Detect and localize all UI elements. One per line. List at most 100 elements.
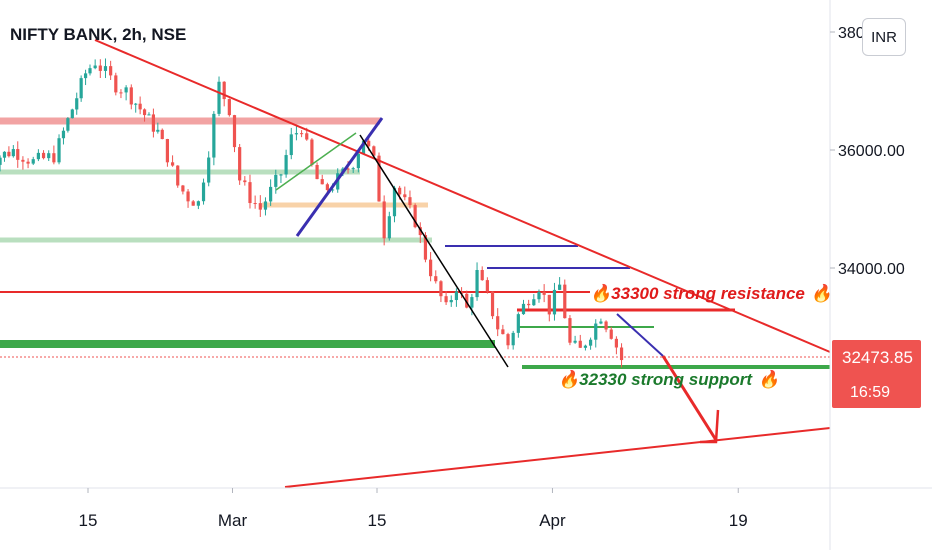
- candle-body: [170, 162, 175, 166]
- candle-body: [294, 133, 299, 135]
- candle-body: [269, 186, 273, 202]
- projection-arrow-head: [700, 409, 720, 444]
- candle-body: [124, 87, 128, 93]
- y-tick-label: 34000.00: [838, 261, 905, 278]
- candle-body: [26, 161, 30, 164]
- projection-arrow: [661, 355, 718, 441]
- candle-body: [243, 180, 247, 183]
- current-price-label: 32473.85: [842, 348, 913, 367]
- candle-body: [583, 345, 588, 348]
- candle-body: [527, 303, 531, 306]
- candle-body: [418, 227, 422, 236]
- plot-background: [0, 0, 830, 488]
- candle-body: [160, 129, 164, 140]
- candle-body: [47, 153, 51, 159]
- candle-body: [558, 284, 562, 290]
- candle-body: [156, 129, 160, 132]
- resistance-annotation: 🔥33300 strong resistance 🔥: [590, 283, 833, 303]
- candle-body: [0, 157, 2, 165]
- candle-body: [588, 339, 593, 346]
- candle-body: [138, 103, 142, 110]
- candle-body: [532, 299, 536, 306]
- candle-body: [563, 284, 567, 319]
- candle-body: [258, 203, 262, 210]
- candle-body: [232, 115, 237, 148]
- candle-body: [454, 291, 459, 301]
- candle-body: [66, 118, 70, 131]
- candle-body: [61, 130, 66, 139]
- candle-body: [109, 66, 113, 76]
- candle-body: [2, 151, 7, 158]
- candle-body: [36, 152, 40, 160]
- candle-body: [217, 81, 221, 114]
- candle-body: [315, 164, 319, 180]
- candle-body: [599, 321, 603, 324]
- x-axis[interactable]: 15 Mar 15 Apr 19: [79, 488, 748, 530]
- candle-body: [506, 334, 510, 346]
- candle-body: [408, 197, 412, 206]
- candle-body: [511, 332, 515, 346]
- x-tick-label: 19: [729, 511, 748, 530]
- candle-body: [201, 182, 206, 202]
- candle-body: [305, 133, 309, 140]
- candle-body: [279, 174, 283, 176]
- candle-body: [480, 270, 484, 281]
- candle-body: [227, 99, 231, 116]
- ascending-trendline: [284, 427, 831, 488]
- candle-body: [320, 179, 324, 185]
- fire-icon: 🔥: [590, 283, 612, 303]
- candle-body: [377, 155, 381, 202]
- candle-body: [444, 296, 448, 303]
- candle-body: [619, 347, 624, 361]
- short-decline-line: [616, 313, 664, 357]
- candle-body: [98, 65, 102, 71]
- currency-button[interactable]: INR: [862, 18, 906, 56]
- candle-body: [284, 155, 288, 175]
- candle-body: [594, 323, 598, 340]
- symbol-title: NIFTY BANK, 2h, NSE: [10, 25, 187, 44]
- candle-body: [186, 191, 190, 202]
- candle-body: [165, 139, 170, 163]
- support-annotation: 🔥32330 strong support 🔥: [558, 369, 780, 389]
- fire-icon: 🔥: [811, 283, 833, 303]
- candle-body: [449, 300, 453, 303]
- candle-body: [16, 149, 20, 160]
- candle-body: [351, 168, 355, 170]
- candle-body: [325, 184, 329, 191]
- candle-body: [542, 292, 546, 295]
- candle-body: [57, 138, 61, 163]
- x-tick-label: Mar: [218, 511, 248, 530]
- candle-body: [439, 281, 443, 297]
- candle-body: [191, 201, 195, 206]
- candle-body: [93, 65, 97, 69]
- current-price-tag: 32473.85 16:59: [832, 340, 921, 408]
- candle-body: [21, 159, 25, 162]
- candle-body: [604, 321, 608, 330]
- candle-body: [382, 201, 386, 239]
- candle-body: [222, 81, 226, 100]
- candle-body: [83, 73, 88, 79]
- candle-body: [299, 133, 304, 135]
- candle-body: [423, 235, 428, 260]
- candle-body: [134, 103, 138, 105]
- x-tick-label: 15: [368, 511, 387, 530]
- x-tick-label: Apr: [539, 511, 566, 530]
- candle-body: [578, 340, 582, 348]
- candle-body: [70, 109, 74, 119]
- candle-body: [490, 291, 495, 317]
- candle-body: [119, 92, 123, 94]
- candle-body: [248, 182, 252, 204]
- candle-body: [403, 194, 407, 198]
- fire-icon: 🔥: [558, 369, 580, 389]
- candle-body: [475, 270, 479, 298]
- candle-body: [75, 98, 79, 110]
- candle-body: [310, 139, 314, 165]
- candle-body: [609, 329, 613, 339]
- candle-body: [516, 314, 520, 333]
- candle-body: [346, 168, 350, 170]
- y-tick-label: 36000.00: [838, 143, 905, 160]
- candle-body: [470, 297, 474, 308]
- candle-body: [547, 294, 551, 315]
